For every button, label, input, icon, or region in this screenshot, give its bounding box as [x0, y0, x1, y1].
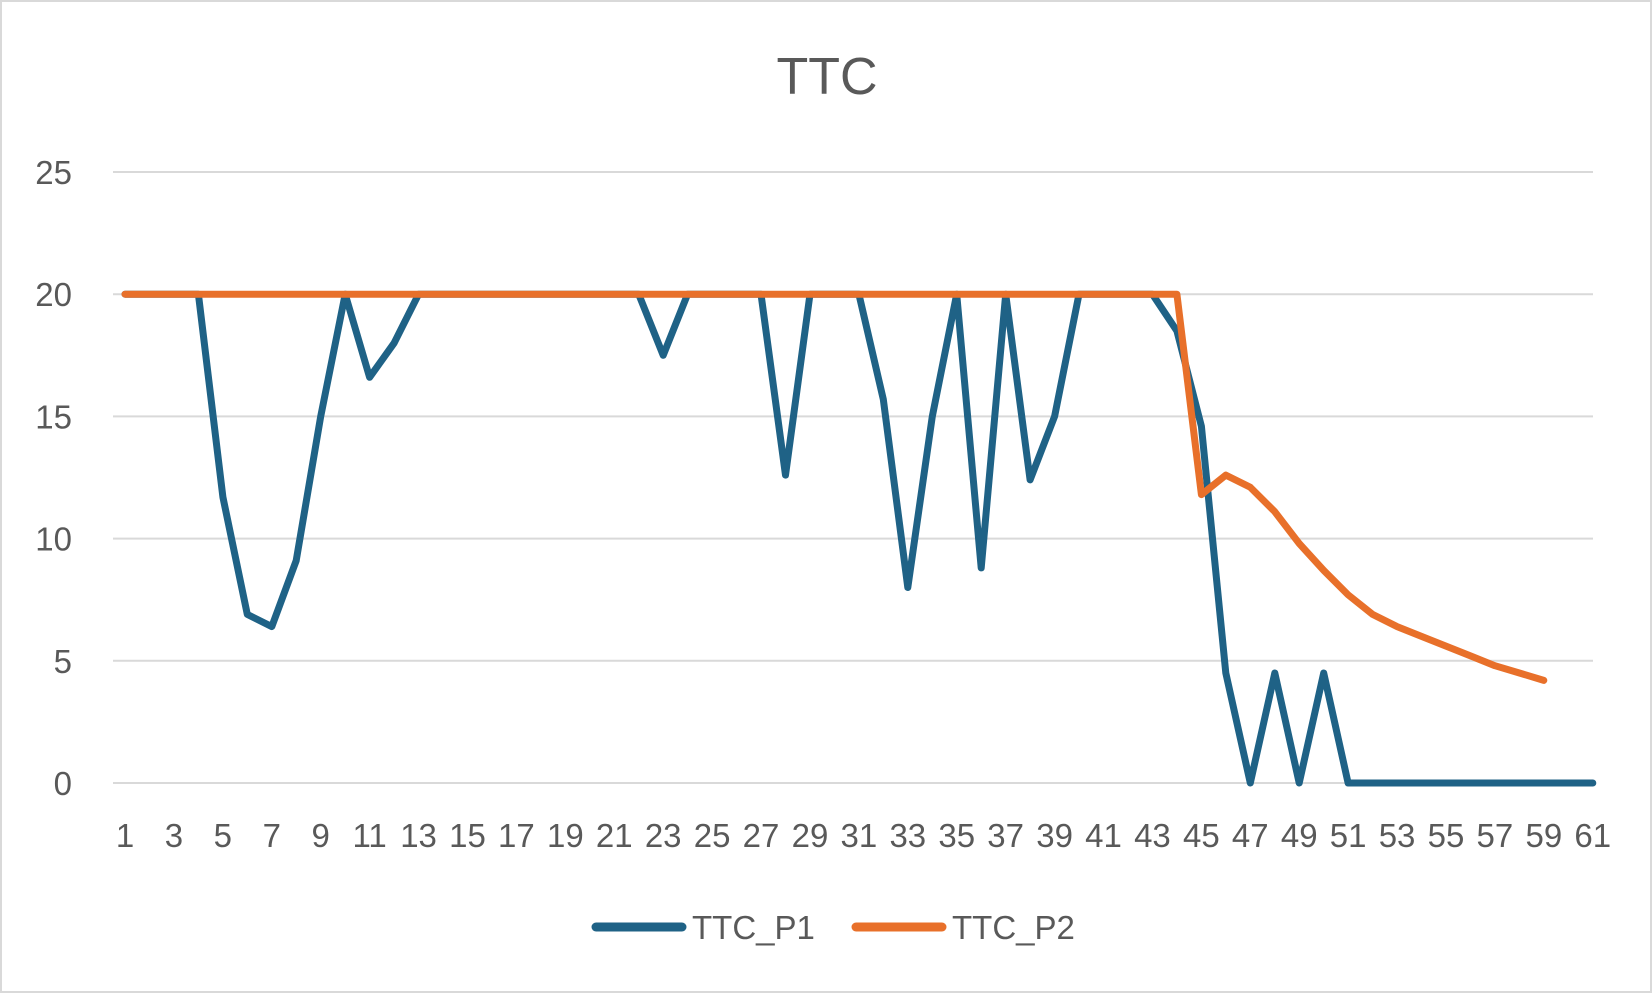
series-lines [121, 290, 1597, 787]
x-tick-label: 19 [547, 817, 584, 854]
y-tick-label: 25 [35, 154, 72, 191]
series-line-ttc-p2 [121, 290, 1548, 684]
x-tick-label: 11 [352, 817, 386, 854]
x-tick-label: 35 [938, 817, 975, 854]
x-tick-label: 57 [1477, 817, 1514, 854]
legend-label-ttc-p2: TTC_P2 [952, 909, 1075, 946]
x-tick-label: 41 [1085, 817, 1122, 854]
x-tick-label: 1 [116, 817, 134, 854]
x-tick-label: 33 [889, 817, 926, 854]
x-tick-label: 29 [792, 817, 829, 854]
x-tick-label: 7 [263, 817, 281, 854]
legend-label-ttc-p1: TTC_P1 [692, 909, 815, 946]
x-tick-label: 15 [449, 817, 486, 854]
y-tick-label: 20 [35, 276, 72, 313]
x-tick-label: 45 [1183, 817, 1220, 854]
grid-lines [113, 171, 1593, 784]
x-tick-label: 13 [400, 817, 437, 854]
y-tick-label: 5 [54, 643, 72, 680]
x-tick-label: 9 [312, 817, 330, 854]
x-tick-label: 23 [645, 817, 682, 854]
x-tick-label: 5 [214, 817, 232, 854]
x-tick-label: 59 [1525, 817, 1562, 854]
chart-title: TTC [776, 48, 877, 106]
x-tick-label: 31 [841, 817, 878, 854]
x-tick-labels: 1 3 5 7 9 11 13 15 17 19 21 23 25 27 29 31 33 35 37 39 41 43 4… [116, 817, 1611, 854]
x-tick-label: 17 [498, 817, 535, 854]
x-tick-label: 3 [165, 817, 183, 854]
legend: TTC_P1 TTC_P2 [591, 909, 1075, 946]
x-tick-label: 25 [694, 817, 731, 854]
x-tick-label: 49 [1281, 817, 1318, 854]
x-tick-label: 27 [743, 817, 780, 854]
x-tick-label: 37 [987, 817, 1024, 854]
x-tick-label: 53 [1379, 817, 1416, 854]
y-tick-label: 10 [35, 521, 72, 558]
x-tick-label: 61 [1574, 817, 1611, 854]
x-tick-label: 43 [1134, 817, 1171, 854]
y-tick-label: 0 [54, 765, 72, 802]
x-tick-label: 21 [596, 817, 633, 854]
y-tick-label: 15 [35, 398, 72, 435]
x-tick-label: 47 [1232, 817, 1269, 854]
x-tick-label: 39 [1036, 817, 1073, 854]
y-tick-labels: 0 5 10 15 20 25 [35, 154, 72, 802]
x-tick-label: 51 [1330, 817, 1367, 854]
x-tick-label: 55 [1428, 817, 1465, 854]
